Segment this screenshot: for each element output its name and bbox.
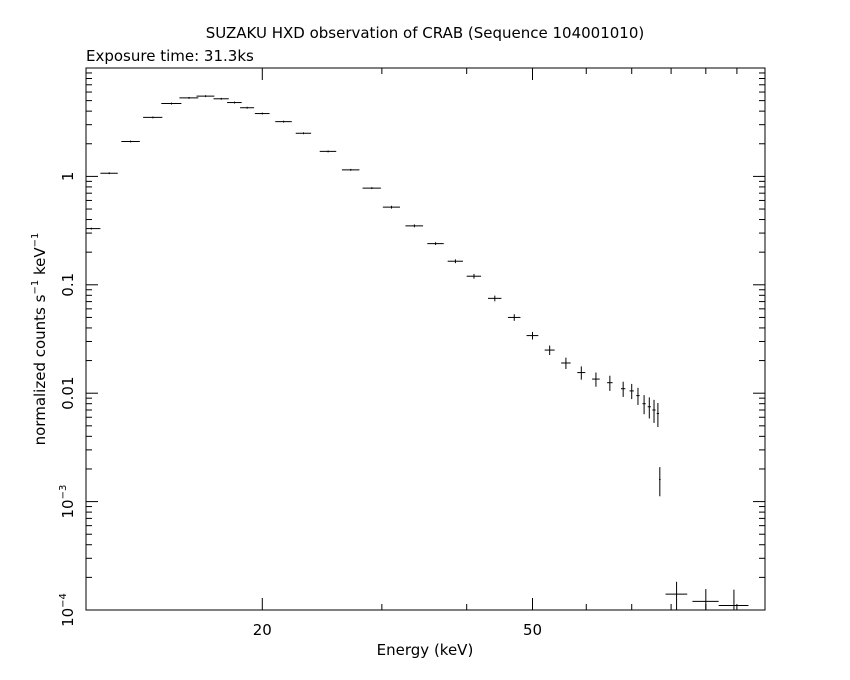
- data-point: [592, 372, 600, 387]
- chart-subtitle: Exposure time: 31.3ks: [86, 47, 254, 65]
- data-point: [636, 387, 640, 405]
- x-tick-label: 20: [253, 621, 272, 639]
- data-point: [100, 172, 118, 175]
- y-tick-label-exponent: −4: [58, 593, 69, 608]
- data-point: [642, 395, 646, 415]
- y-tick-label-base: 1: [59, 172, 77, 182]
- plot-frame: [85, 67, 766, 611]
- data-point: [382, 205, 400, 209]
- y-axis-label: normalized counts s−1 keV−1: [30, 233, 49, 446]
- data-point: [362, 187, 381, 190]
- data-point: [620, 381, 626, 397]
- data-point: [319, 150, 337, 153]
- data-point: [213, 97, 229, 100]
- y-tick-label-exponent: −3: [58, 485, 69, 500]
- data-point: [507, 314, 521, 321]
- y-tick-label-base: 10: [59, 608, 77, 627]
- data-point: [86, 227, 101, 230]
- data-point: [121, 140, 140, 143]
- data-point: [405, 224, 424, 228]
- data-point: [647, 397, 651, 419]
- y-tick-label: 0.1: [59, 273, 77, 297]
- y-axis-label-main: normalized counts s: [31, 294, 49, 445]
- data-point: [466, 273, 482, 279]
- data-point: [718, 589, 749, 610]
- data-point: [161, 102, 182, 105]
- data-point: [652, 399, 656, 423]
- data-point: [526, 331, 539, 340]
- data-marks: [86, 95, 749, 610]
- data-point: [240, 106, 255, 109]
- data-point: [447, 259, 463, 264]
- data-point: [665, 581, 688, 610]
- data-point: [656, 402, 660, 428]
- data-point: [295, 132, 312, 135]
- data-point: [427, 242, 444, 246]
- axis-ticks: [86, 68, 765, 611]
- x-axis-label: Energy (keV): [377, 641, 474, 659]
- y-axis-label-unit: keV: [31, 247, 49, 280]
- data-point: [488, 295, 502, 302]
- data-point: [561, 357, 571, 370]
- y-axis-label-sup1: −1: [30, 280, 41, 295]
- y-tick-label: 1: [59, 172, 77, 182]
- y-axis-label-sup2: −1: [30, 233, 41, 248]
- y-tick-label-base: 10: [59, 499, 77, 518]
- x-tick-label: 50: [523, 621, 542, 639]
- data-point: [275, 120, 292, 123]
- chart-title: SUZAKU HXD observation of CRAB (Sequence…: [206, 24, 645, 42]
- data-point: [544, 345, 555, 356]
- data-point: [341, 168, 360, 171]
- data-point: [254, 112, 270, 115]
- data-point: [227, 101, 242, 104]
- y-tick-label: 0.01: [59, 376, 77, 409]
- data-point: [196, 95, 215, 98]
- y-tick-label: 10−3: [58, 485, 77, 519]
- data-point: [659, 467, 661, 497]
- y-tick-label: 10−4: [58, 593, 77, 627]
- data-point: [629, 383, 634, 400]
- y-tick-label-base: 0.1: [59, 273, 77, 297]
- data-point: [577, 366, 586, 380]
- data-point: [143, 116, 163, 119]
- data-point: [179, 96, 199, 99]
- y-tick-label-base: 0.01: [59, 376, 77, 409]
- data-point: [607, 375, 613, 391]
- data-point: [692, 589, 719, 610]
